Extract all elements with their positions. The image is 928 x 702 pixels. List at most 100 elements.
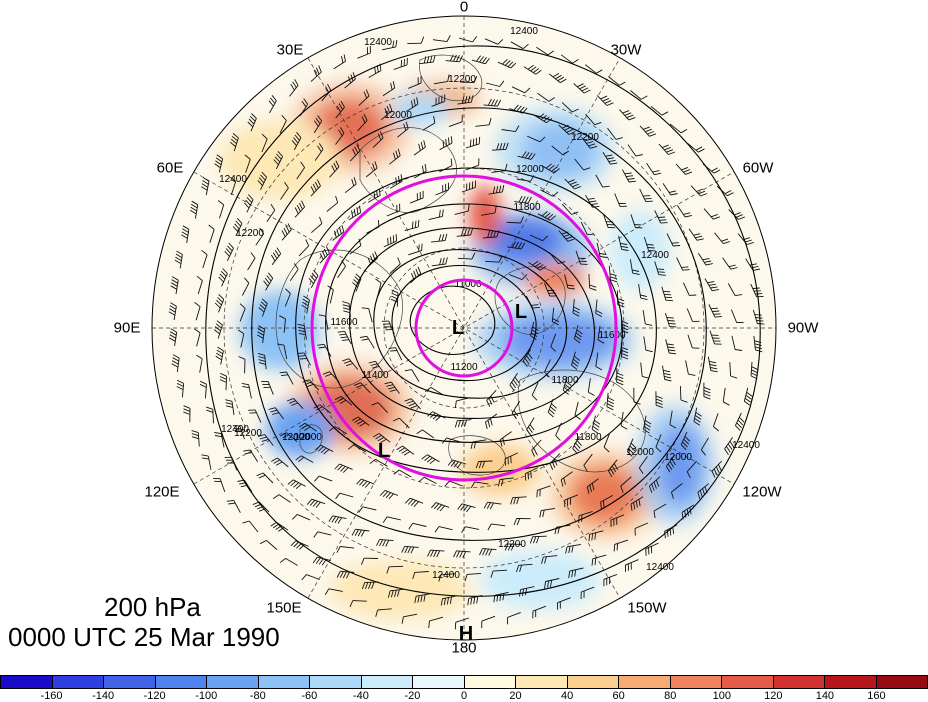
wind-barb-feather (708, 283, 716, 286)
wind-barb-feather (216, 320, 223, 326)
wind-barb-feather (273, 159, 279, 166)
wind-barb-feather (354, 146, 359, 154)
wind-barb-feather (274, 249, 280, 257)
wind-barb-feather (501, 185, 505, 192)
wind-barb (279, 114, 287, 134)
wind-barb (688, 228, 704, 241)
wind-barb-feather (258, 325, 265, 330)
wind-barb-shaft (455, 617, 470, 623)
wind-barb (541, 555, 558, 564)
contour-label: 12000 (384, 110, 412, 121)
longitude-label: 0 (459, 0, 469, 16)
wind-barb-shaft (481, 212, 495, 216)
wind-barb-feather (606, 102, 614, 106)
wind-barb-shaft (518, 563, 533, 566)
wind-barb-feather (698, 190, 706, 195)
wind-barb-feather (272, 494, 280, 500)
wind-barb-feather (565, 236, 573, 240)
wind-barb-feather (466, 506, 472, 513)
wind-barb-feather (713, 313, 721, 315)
wind-barb-shaft (280, 187, 289, 200)
wind-barb-feather (667, 320, 675, 322)
wind-barb-feather (395, 234, 398, 242)
wind-barb-shaft (537, 485, 551, 491)
wind-barb-feather (507, 61, 514, 68)
wind-barb-feather (696, 188, 704, 192)
wind-barb (714, 232, 731, 245)
anomaly-shading (220, 82, 715, 620)
wind-barb-feather (482, 57, 487, 64)
wind-barb-feather (454, 400, 457, 408)
wind-barb-shaft (199, 358, 203, 373)
wind-barb-feather (567, 179, 575, 183)
wind-barb-feather (481, 461, 486, 469)
wind-barb-feather (680, 399, 688, 403)
wind-barb-shaft (753, 335, 756, 350)
wind-barb (523, 64, 542, 75)
wind-barb-feather (428, 620, 430, 628)
wind-barb-shaft (661, 286, 667, 301)
wind-barb-feather (245, 199, 251, 206)
wind-barb-feather (306, 383, 314, 388)
wind-barb-shaft (409, 497, 424, 504)
wind-barb-feather (746, 241, 754, 245)
wind-barb-shaft (551, 307, 555, 322)
wind-barb-feather (191, 200, 199, 206)
colorbar-label: 0 (460, 690, 468, 702)
wind-barb-feather (271, 254, 276, 262)
wind-barb-feather (418, 244, 420, 252)
wind-barb-shaft (314, 148, 324, 161)
wind-barb (259, 540, 278, 550)
wind-barb (266, 204, 276, 222)
wind-barb-feather (447, 74, 450, 82)
wind-barb (279, 315, 286, 333)
wind-barb-feather (379, 539, 384, 547)
wind-barb-shaft (231, 401, 235, 416)
wind-barb-feather (667, 463, 673, 471)
contour-label: 11600 (330, 317, 358, 328)
wind-barb-feather (522, 43, 529, 50)
wind-barb (405, 97, 419, 112)
wind-barb (646, 162, 662, 176)
wind-barb (712, 413, 719, 432)
highlight-circles (310, 174, 618, 482)
wind-barb-shaft (220, 350, 224, 365)
wind-barb-feather (406, 400, 414, 404)
wind-barb (662, 365, 672, 382)
wind-barb-shaft (597, 325, 601, 340)
wind-barb-feather (566, 128, 574, 133)
wind-barb-feather (684, 510, 687, 518)
wind-barb-feather (694, 415, 702, 420)
wind-barb (511, 86, 531, 94)
wind-barb-shaft (558, 124, 570, 135)
wind-barb-feather (317, 145, 322, 152)
wind-barb-feather (313, 269, 319, 276)
wind-barb-feather (441, 233, 445, 242)
wind-barb-feather (334, 516, 340, 524)
wind-barb-feather (590, 145, 598, 149)
wind-barb-feather (544, 556, 547, 564)
wind-barb-shaft (409, 197, 424, 204)
wind-barb (333, 54, 346, 70)
wind-barb-feather (655, 395, 663, 399)
wind-barb-feather (452, 54, 457, 62)
colorbar-labels: -160 -140 -120 -100 -80 -60 -40 -20 0 20 40 60 80 100… (0, 690, 928, 702)
wind-barb-shaft (430, 387, 444, 396)
wind-barb-feather (703, 386, 711, 391)
wind-barb-shaft (537, 92, 550, 102)
wind-barb-feather (672, 526, 675, 534)
wind-barb-feather (386, 384, 394, 387)
meridian-150 (307, 57, 621, 599)
wind-barb (360, 557, 379, 565)
wind-barb-shaft (643, 236, 649, 251)
wind-barb-shaft (527, 135, 541, 143)
wind-barb-feather (412, 572, 416, 580)
wind-barb-feather (553, 168, 560, 174)
wind-barb-shaft (564, 274, 569, 289)
wind-barb-feather (512, 379, 518, 386)
wind-barb-feather (239, 303, 246, 309)
wind-barb (709, 330, 722, 345)
parallel-1 (383, 247, 545, 409)
contour-label: 12400 (364, 37, 392, 48)
